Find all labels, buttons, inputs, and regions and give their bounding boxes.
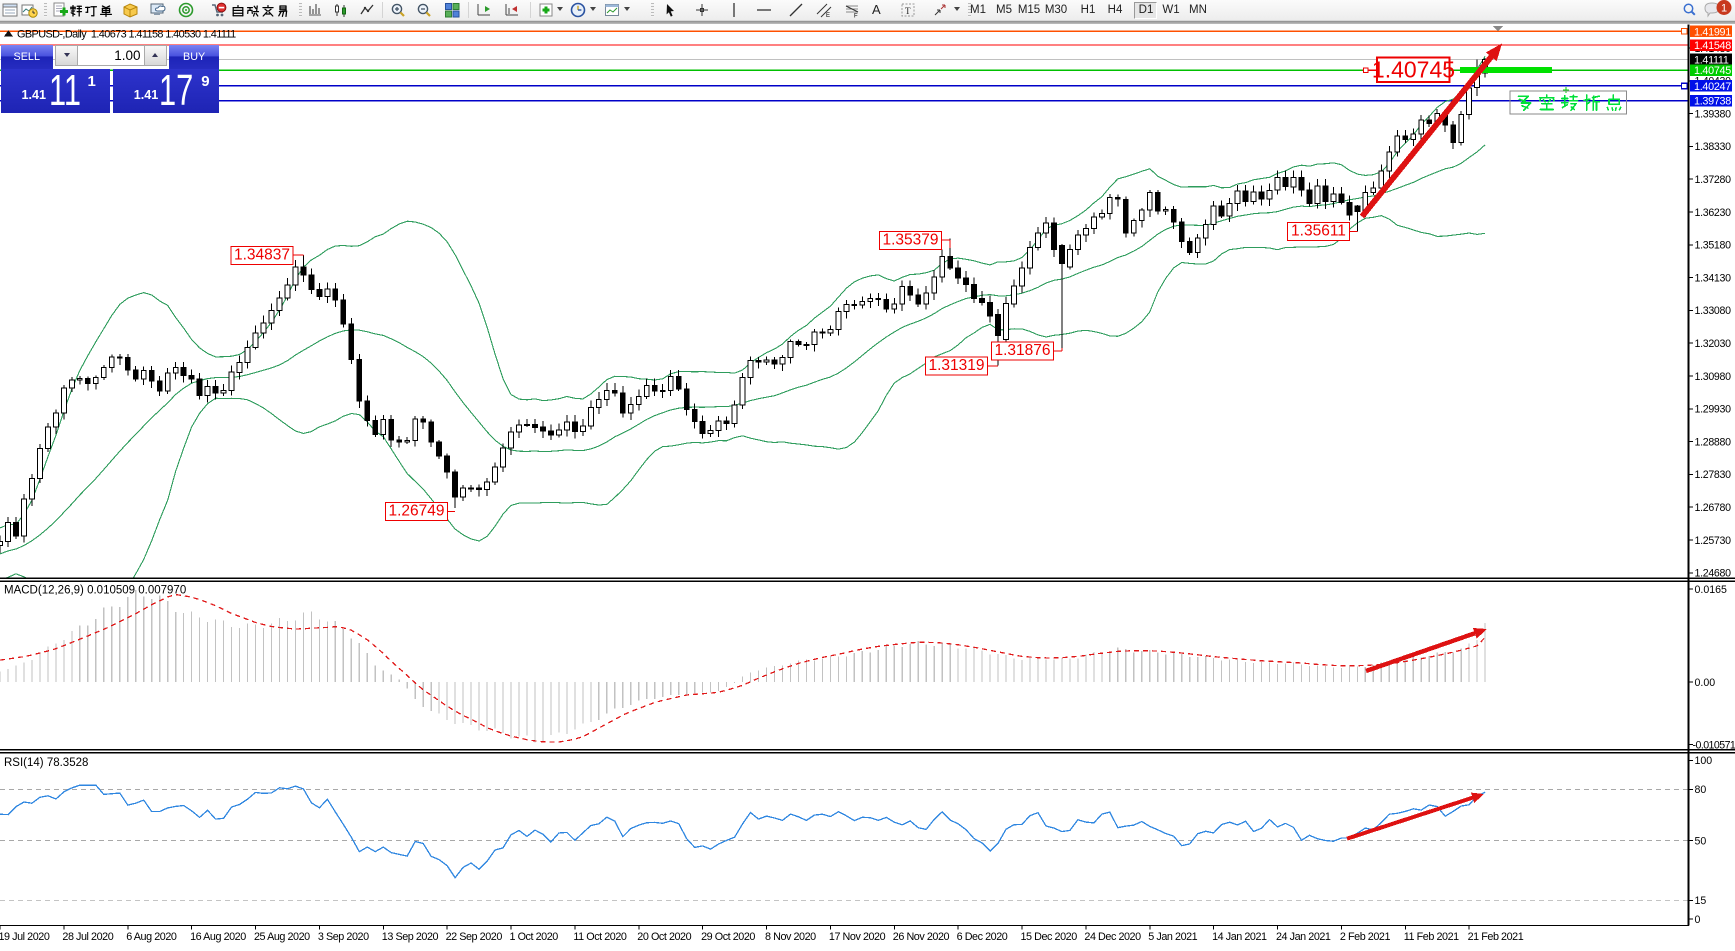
svg-text:1.27830: 1.27830 bbox=[1695, 469, 1732, 481]
svg-text:1.39738: 1.39738 bbox=[1694, 96, 1731, 108]
svg-text:24 Dec 2020: 24 Dec 2020 bbox=[1084, 931, 1141, 943]
svg-text:1.40247: 1.40247 bbox=[1694, 81, 1731, 93]
svg-text:1.34837: 1.34837 bbox=[234, 247, 290, 264]
svg-text:28 Jul 2020: 28 Jul 2020 bbox=[62, 931, 113, 943]
svg-text:1.38330: 1.38330 bbox=[1695, 141, 1732, 153]
svg-text:1.39380: 1.39380 bbox=[1695, 108, 1732, 120]
svg-text:80: 80 bbox=[1695, 784, 1707, 796]
svg-text:-0.010571: -0.010571 bbox=[1693, 739, 1735, 751]
svg-text:13 Sep 2020: 13 Sep 2020 bbox=[382, 931, 439, 943]
svg-text:1.30980: 1.30980 bbox=[1695, 371, 1732, 383]
svg-text:1.32030: 1.32030 bbox=[1695, 338, 1732, 350]
svg-text:8 Nov 2020: 8 Nov 2020 bbox=[765, 931, 816, 943]
svg-text:24 Jan 2021: 24 Jan 2021 bbox=[1276, 931, 1331, 943]
svg-text:29 Oct 2020: 29 Oct 2020 bbox=[701, 931, 755, 943]
svg-text:15 Dec 2020: 15 Dec 2020 bbox=[1021, 931, 1078, 943]
svg-text:1.41548: 1.41548 bbox=[1694, 40, 1731, 52]
svg-text:6 Dec 2020: 6 Dec 2020 bbox=[957, 931, 1008, 943]
svg-text:1.33080: 1.33080 bbox=[1695, 305, 1732, 317]
svg-text:20 Oct 2020: 20 Oct 2020 bbox=[637, 931, 691, 943]
svg-text:RSI(14) 78.3528: RSI(14) 78.3528 bbox=[4, 757, 88, 769]
svg-text:1.25730: 1.25730 bbox=[1695, 535, 1732, 547]
svg-text:1.34130: 1.34130 bbox=[1695, 272, 1732, 284]
svg-text:17 Nov 2020: 17 Nov 2020 bbox=[829, 931, 886, 943]
svg-text:14 Jan 2021: 14 Jan 2021 bbox=[1212, 931, 1267, 943]
svg-text:0.0165: 0.0165 bbox=[1695, 584, 1728, 596]
svg-text:0.00: 0.00 bbox=[1695, 677, 1716, 689]
svg-text:GBPUSD-,Daily 1.40673 1.41158: GBPUSD-,Daily 1.40673 1.41158 1.40530 1.… bbox=[17, 28, 236, 40]
svg-text:11 Oct 2020: 11 Oct 2020 bbox=[573, 931, 627, 943]
svg-text:16 Aug 2020: 16 Aug 2020 bbox=[190, 931, 246, 943]
svg-text:1.41991: 1.41991 bbox=[1694, 26, 1731, 38]
svg-text:5 Jan 2021: 5 Jan 2021 bbox=[1148, 931, 1197, 943]
svg-text:1.28880: 1.28880 bbox=[1695, 436, 1732, 448]
svg-text:1.40745: 1.40745 bbox=[1694, 65, 1731, 77]
svg-text:22 Sep 2020: 22 Sep 2020 bbox=[446, 931, 503, 943]
svg-text:E: E bbox=[826, 13, 830, 19]
svg-text:1.35611: 1.35611 bbox=[1291, 223, 1346, 240]
svg-text:3 Sep 2020: 3 Sep 2020 bbox=[318, 931, 369, 943]
svg-text:19 Jul 2020: 19 Jul 2020 bbox=[0, 931, 50, 943]
svg-text:1: 1 bbox=[1721, 3, 1727, 15]
svg-text:1.35379: 1.35379 bbox=[882, 232, 938, 249]
svg-text:1.24680: 1.24680 bbox=[1695, 568, 1732, 580]
svg-text:MACD(12,26,9) 0.010509 0.00797: MACD(12,26,9) 0.010509 0.007970 bbox=[4, 585, 186, 597]
svg-text:1.31319: 1.31319 bbox=[928, 357, 984, 374]
svg-text:1.26780: 1.26780 bbox=[1695, 502, 1732, 514]
svg-text:1.26749: 1.26749 bbox=[388, 503, 444, 520]
svg-text:26 Nov 2020: 26 Nov 2020 bbox=[893, 931, 950, 943]
svg-text:21 Feb 2021: 21 Feb 2021 bbox=[1468, 931, 1524, 943]
svg-text:1.29930: 1.29930 bbox=[1695, 404, 1732, 416]
svg-text:11 Feb 2021: 11 Feb 2021 bbox=[1404, 931, 1459, 943]
svg-text:1.36230: 1.36230 bbox=[1695, 207, 1732, 219]
svg-text:6 Aug 2020: 6 Aug 2020 bbox=[126, 931, 177, 943]
svg-text:100: 100 bbox=[1695, 755, 1713, 767]
svg-text:1 Oct 2020: 1 Oct 2020 bbox=[510, 931, 559, 943]
svg-text:T: T bbox=[905, 6, 911, 16]
svg-text:0: 0 bbox=[1695, 914, 1701, 926]
svg-text:2 Feb 2021: 2 Feb 2021 bbox=[1340, 931, 1391, 943]
svg-text:15: 15 bbox=[1695, 895, 1707, 907]
svg-text:1.31876: 1.31876 bbox=[994, 342, 1050, 359]
svg-text:1.35180: 1.35180 bbox=[1695, 240, 1732, 252]
svg-text:F: F bbox=[854, 14, 858, 20]
svg-text:1.37280: 1.37280 bbox=[1695, 174, 1732, 186]
svg-text:1.40745: 1.40745 bbox=[1372, 56, 1455, 82]
svg-text:25 Aug 2020: 25 Aug 2020 bbox=[254, 931, 310, 943]
svg-text:50: 50 bbox=[1695, 835, 1707, 847]
